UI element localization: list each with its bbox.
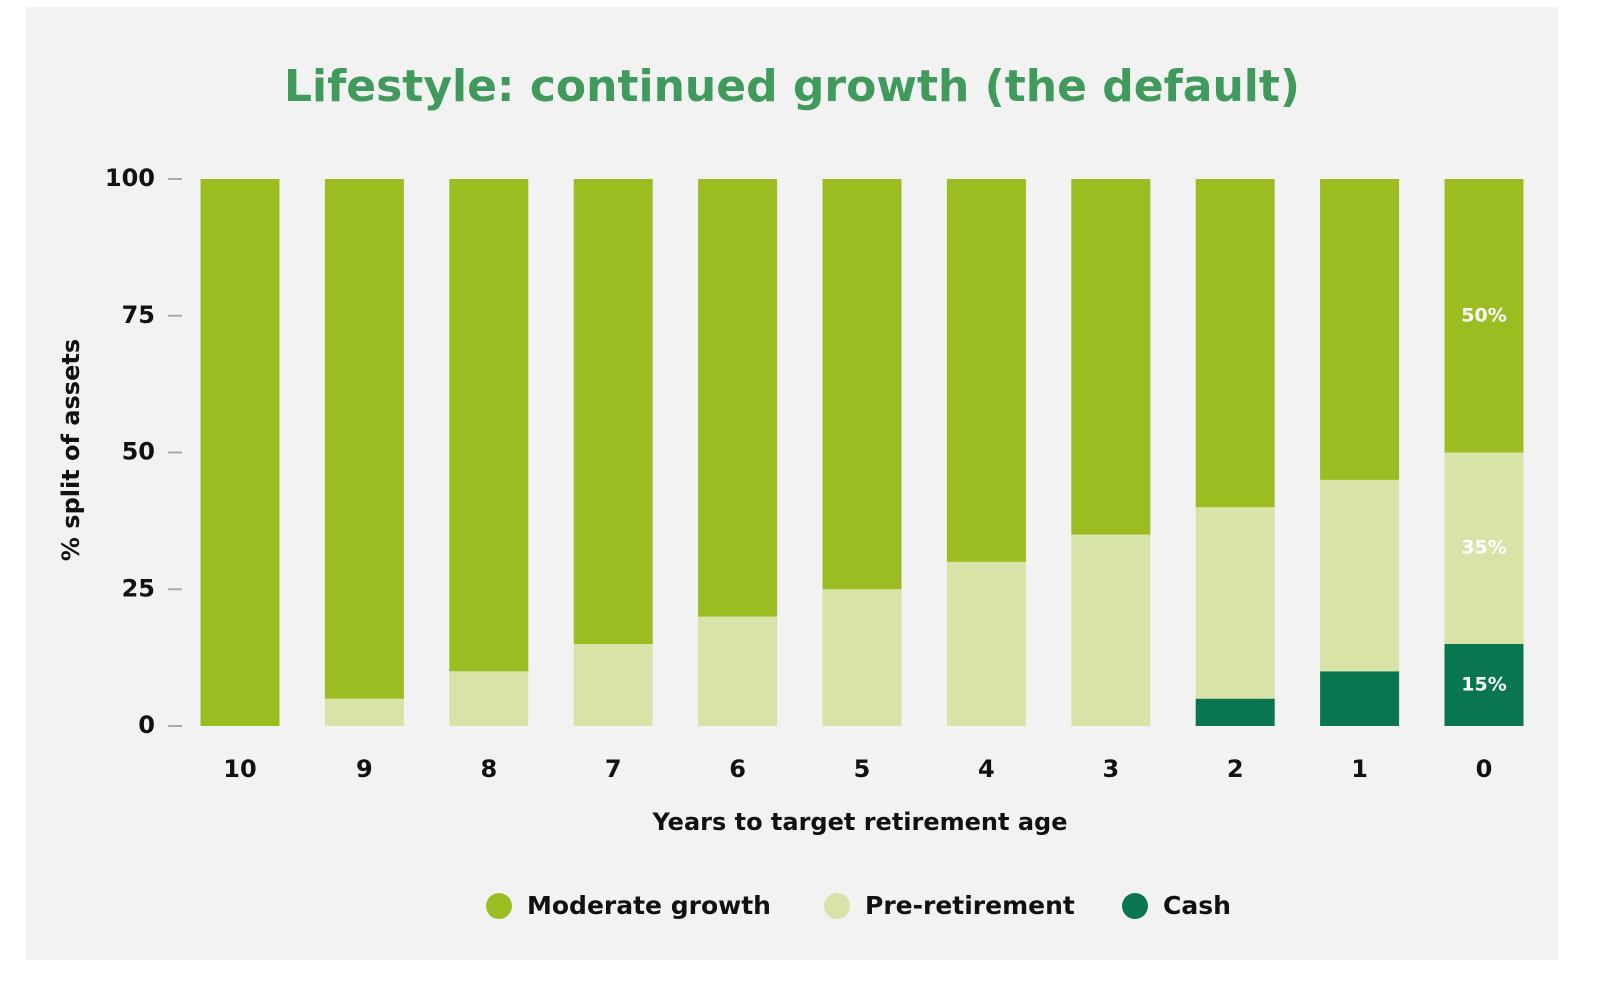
- x-tick-label: 0: [1476, 755, 1493, 783]
- y-tick-label: 50: [122, 438, 155, 466]
- bar-segment: [324, 179, 404, 699]
- legend-marker: [1122, 893, 1148, 919]
- bar-segment: [822, 589, 902, 726]
- data-label: 15%: [1461, 673, 1506, 695]
- bar-segment: [1444, 452, 1524, 644]
- bar-segment: [1444, 643, 1524, 726]
- x-axis-label: Years to target retirement age: [651, 808, 1067, 836]
- bar-segment: [200, 179, 280, 726]
- x-tick-label: 9: [356, 755, 373, 783]
- y-axis-label: % split of assets: [57, 339, 85, 561]
- x-tick-label: 7: [605, 755, 622, 783]
- bar-segment: [449, 179, 529, 672]
- data-label: 35%: [1461, 537, 1506, 559]
- x-tick-label: 8: [480, 755, 497, 783]
- bar-segment: [1320, 671, 1400, 726]
- legend-label: Pre-retirement: [865, 891, 1075, 920]
- x-tick-label: 6: [729, 755, 746, 783]
- bar-segment: [946, 179, 1026, 562]
- data-label: 50%: [1461, 304, 1506, 326]
- x-tick-label: 3: [1102, 755, 1119, 783]
- bar-segment: [946, 561, 1026, 726]
- chart-title: Lifestyle: continued growth (the default…: [284, 61, 1300, 112]
- legend-marker: [486, 893, 512, 919]
- bar-segment: [1195, 698, 1275, 726]
- y-tick-label: 25: [122, 574, 155, 602]
- bar-segment: [1071, 179, 1151, 535]
- bar-segment: [573, 179, 653, 644]
- bar-segment: [1320, 179, 1400, 480]
- bar-segment: [324, 698, 404, 726]
- x-tick-label: 4: [978, 755, 995, 783]
- bar-segment: [1444, 179, 1524, 453]
- bar-segment: [1195, 507, 1275, 699]
- panel: [26, 7, 1558, 960]
- x-tick-label: 10: [223, 755, 256, 783]
- legend-label: Cash: [1163, 891, 1231, 920]
- y-tick-label: 100: [105, 164, 155, 192]
- bar-segment: [449, 671, 529, 726]
- y-tick-label: 75: [122, 301, 155, 329]
- y-tick-label: 0: [138, 711, 155, 739]
- legend-marker: [824, 893, 850, 919]
- bar-segment: [698, 179, 778, 617]
- bar-segment: [1071, 534, 1151, 726]
- bar-segment: [1195, 179, 1275, 508]
- bar-segment: [698, 616, 778, 726]
- bar-segment: [1320, 479, 1400, 672]
- x-tick-label: 5: [854, 755, 871, 783]
- legend-label: Moderate growth: [527, 891, 771, 920]
- x-tick-label: 2: [1227, 755, 1244, 783]
- bar-segment: [822, 179, 902, 590]
- bar-segment: [573, 643, 653, 726]
- x-tick-label: 1: [1351, 755, 1368, 783]
